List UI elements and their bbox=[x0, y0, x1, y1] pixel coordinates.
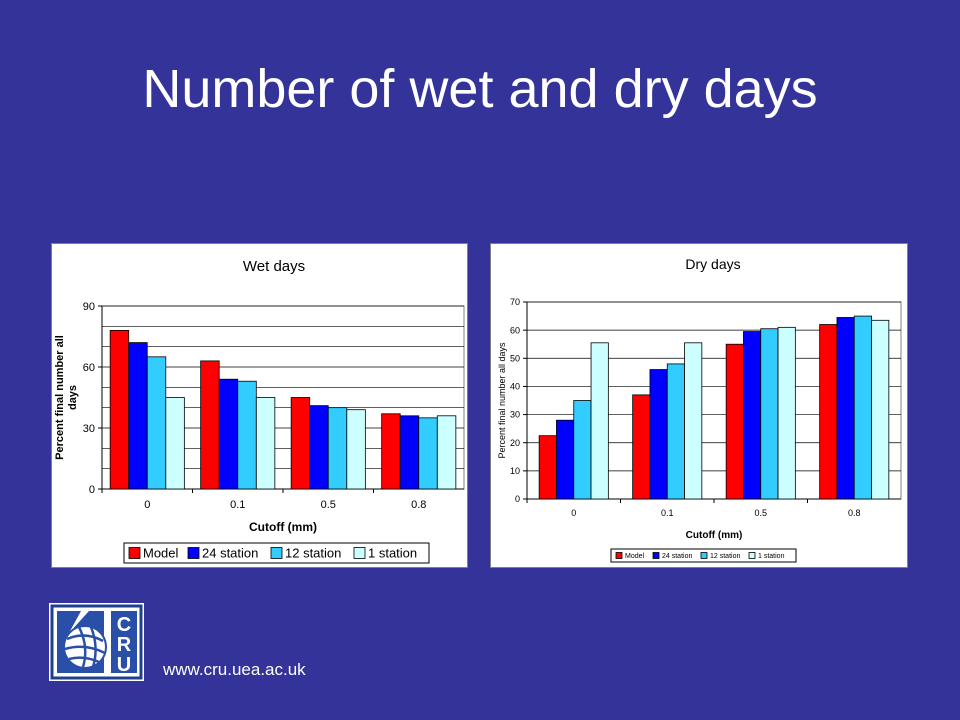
wet-x-axis-label: Cutoff (mm) bbox=[249, 520, 317, 534]
wet-bar bbox=[255, 397, 276, 490]
dry-bar bbox=[836, 317, 855, 500]
dry-bar bbox=[743, 331, 762, 500]
dry-bar bbox=[649, 369, 668, 500]
dry-legend-label: Model bbox=[625, 553, 645, 560]
dry-legend-label: 12 station bbox=[710, 553, 740, 560]
wet-legend-swatch bbox=[187, 547, 200, 559]
wet-legend-label: Model bbox=[143, 546, 179, 561]
dry-bar bbox=[853, 315, 872, 500]
dry-legend-swatch bbox=[700, 552, 708, 559]
dry-x-tick-label: 0.1 bbox=[661, 508, 674, 518]
wet-y-axis-label-line: days bbox=[67, 385, 79, 410]
dry-bar bbox=[871, 319, 890, 500]
dry-y-tick-label: 0 bbox=[515, 494, 520, 504]
dry-days-chart: 0 10 20 30 40 50 60 70 0 0.1 0.5 0.8 Dry days Cutoff … bbox=[490, 243, 908, 568]
dry-legend-swatch bbox=[652, 552, 660, 559]
dry-legend-swatch bbox=[615, 552, 623, 559]
wet-bar bbox=[346, 409, 366, 490]
wet-bar bbox=[165, 397, 185, 490]
wet-legend-label: 1 station bbox=[368, 546, 417, 561]
wet-bar bbox=[418, 417, 438, 490]
wet-bar bbox=[381, 413, 401, 490]
slide-title: Number of wet and dry days bbox=[142, 59, 818, 119]
wet-y-tick-label: 60 bbox=[83, 362, 95, 374]
wet-y-tick-label: 90 bbox=[83, 301, 95, 313]
wet-x-tick-label: 0.5 bbox=[321, 499, 336, 511]
dry-y-tick-label: 50 bbox=[510, 353, 520, 363]
dry-chart-title: Dry days bbox=[685, 256, 740, 272]
dry-y-tick-label: 70 bbox=[510, 297, 520, 307]
wet-chart-title: Wet days bbox=[243, 258, 305, 275]
logo-letter-r: R bbox=[117, 634, 132, 656]
dry-x-tick-label: 0.8 bbox=[848, 508, 861, 518]
dry-bar bbox=[590, 342, 609, 500]
wet-y-axis-label-line: Percent final number all bbox=[54, 335, 66, 460]
wet-days-chart-svg: 0 30 60 90 0 0.1 0.5 0.8 Wet days Cutoff (mm) Perc… bbox=[54, 258, 465, 564]
dry-bar bbox=[725, 343, 744, 500]
dry-y-tick-label: 40 bbox=[510, 382, 520, 392]
dry-bar bbox=[538, 435, 557, 500]
dry-bar bbox=[666, 363, 685, 500]
dry-y-tick-label: 30 bbox=[510, 410, 520, 420]
wet-bar bbox=[146, 356, 167, 490]
dry-bar bbox=[632, 394, 651, 500]
wet-y-tick-label: 0 bbox=[89, 484, 95, 496]
wet-bar bbox=[399, 415, 420, 490]
dry-y-axis-label: Percent final number all days bbox=[497, 342, 507, 459]
dry-bar bbox=[573, 400, 592, 500]
wet-y-tick-label: 30 bbox=[83, 423, 95, 435]
wet-bar bbox=[327, 407, 348, 490]
dry-bar bbox=[760, 328, 779, 500]
wet-y-axis-label: Percent final number alldays bbox=[54, 335, 79, 460]
wet-x-tick-label: 0.1 bbox=[230, 499, 245, 511]
dry-bar bbox=[684, 342, 703, 500]
wet-x-tick-label: 0 bbox=[144, 499, 150, 511]
wet-bar bbox=[218, 378, 239, 490]
dry-y-tick-label: 20 bbox=[510, 438, 520, 448]
wet-x-tick-label: 0.8 bbox=[411, 499, 426, 511]
wet-legend-swatch bbox=[353, 547, 366, 559]
wet-bar bbox=[309, 405, 329, 490]
dry-legend-label: 1 station bbox=[758, 553, 785, 560]
dry-days-chart-svg: 0 10 20 30 40 50 60 70 0 0.1 0.5 0.8 Dry days Cutoff … bbox=[497, 256, 902, 563]
dry-x-tick-label: 0.5 bbox=[754, 508, 767, 518]
dry-x-axis-label: Cutoff (mm) bbox=[686, 530, 743, 541]
wet-bar bbox=[109, 330, 130, 490]
wet-bar bbox=[237, 380, 257, 490]
logo-letter-c: C bbox=[117, 614, 131, 636]
dry-legend-label: 24 station bbox=[662, 553, 692, 560]
wet-legend-swatch bbox=[128, 547, 141, 559]
wet-legend-label: 12 station bbox=[285, 546, 341, 561]
dry-legend-swatch bbox=[748, 552, 756, 559]
dry-y-tick-label: 10 bbox=[510, 466, 520, 476]
dry-bar bbox=[819, 324, 838, 500]
dry-x-tick-label: 0 bbox=[571, 508, 576, 518]
dry-bar bbox=[556, 419, 575, 500]
dry-bar bbox=[777, 326, 796, 500]
dry-y-tick-label: 60 bbox=[510, 325, 520, 335]
wet-bar bbox=[436, 415, 457, 490]
wet-days-chart: 0 30 60 90 0 0.1 0.5 0.8 Wet days Cutoff (mm) Perc… bbox=[51, 243, 468, 568]
website-url[interactable]: www.cru.uea.ac.uk bbox=[163, 660, 306, 679]
wet-bar bbox=[290, 397, 311, 490]
wet-legend-swatch bbox=[270, 547, 283, 559]
cru-logo: C R U bbox=[49, 603, 144, 681]
wet-legend-label: 24 station bbox=[202, 546, 258, 561]
wet-bar bbox=[200, 360, 220, 490]
cru-globe-logo-icon: C R U bbox=[50, 604, 143, 680]
logo-letter-u: U bbox=[117, 654, 131, 676]
wet-bar bbox=[128, 342, 148, 490]
